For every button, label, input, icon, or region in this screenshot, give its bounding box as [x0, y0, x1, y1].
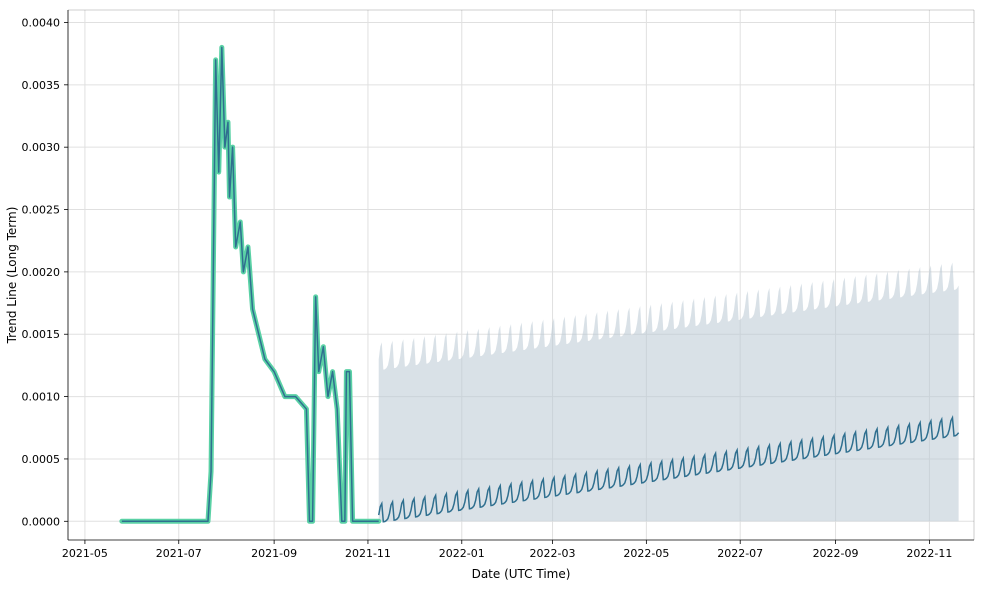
y-tick-label: 0.0035: [22, 79, 61, 92]
x-tick-label: 2022-03: [530, 547, 576, 560]
y-tick-label: 0.0010: [22, 391, 61, 404]
x-tick-label: 2021-11: [345, 547, 391, 560]
y-axis-label: Trend Line (Long Term): [5, 207, 19, 345]
x-tick-label: 2022-11: [906, 547, 952, 560]
y-tick-label: 0.0040: [22, 16, 61, 29]
x-tick-label: 2022-09: [813, 547, 859, 560]
y-tick-label: 0.0030: [22, 141, 61, 154]
x-tick-label: 2021-05: [62, 547, 108, 560]
x-tick-label: 2021-07: [156, 547, 202, 560]
x-tick-label: 2022-01: [439, 547, 485, 560]
x-axis-label: Date (UTC Time): [472, 567, 571, 581]
y-tick-label: 0.0005: [22, 453, 61, 466]
y-tick-label: 0.0025: [22, 204, 61, 217]
y-tick-label: 0.0000: [22, 515, 61, 528]
x-tick-label: 2021-09: [251, 547, 297, 560]
x-tick-label: 2022-07: [717, 547, 763, 560]
y-tick-label: 0.0020: [22, 266, 61, 279]
y-tick-label: 0.0015: [22, 328, 61, 341]
trend-chart: 2021-05 2021-07 2021-09 2021-11 2022-01 2022-…: [0, 0, 989, 590]
x-tick-label: 2022-05: [623, 547, 669, 560]
chart-container: 2021-05 2021-07 2021-09 2021-11 2022-01 2022-…: [0, 0, 989, 590]
